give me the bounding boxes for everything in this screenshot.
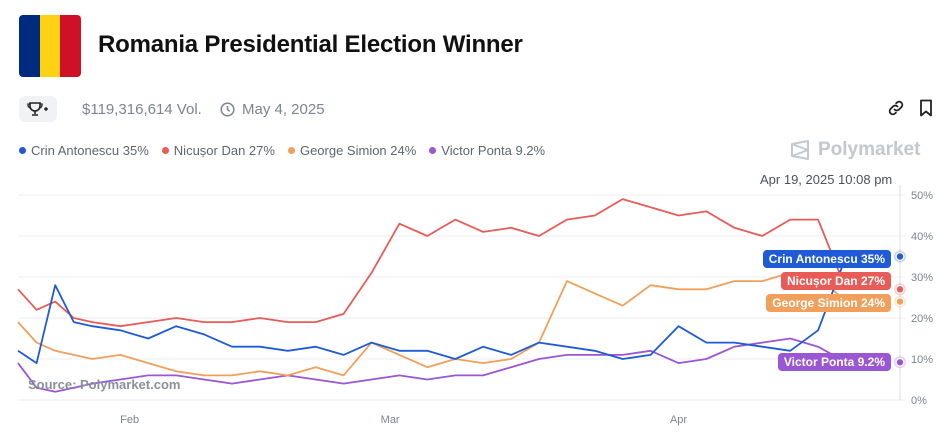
romania-flag	[19, 15, 81, 77]
flag-stripe-blue	[19, 15, 40, 77]
end-label-crin-antonescu: Crin Antonescu 35%	[762, 250, 891, 268]
x-tick-label: Feb	[120, 414, 139, 426]
link-icon[interactable]	[887, 99, 905, 117]
end-marker	[895, 297, 905, 307]
flag-stripe-yellow	[39, 15, 61, 77]
legend-label: Nicușor Dan 27%	[173, 143, 275, 158]
clock-icon	[220, 102, 235, 117]
y-tick-label: 0%	[911, 395, 927, 407]
flag-stripe-red	[60, 15, 81, 77]
hover-timestamp: Apr 19, 2025 10:08 pm	[760, 172, 893, 187]
legend-dot	[161, 147, 169, 154]
end-label-nicu-or-dan: Nicușor Dan 27%	[780, 272, 891, 290]
y-tick-label: 20%	[911, 313, 933, 325]
end-label-victor-ponta: Victor Ponta 9.2%	[777, 353, 891, 371]
series-line-nicu-or-dan	[17, 198, 847, 328]
legend-dot	[287, 147, 295, 154]
end-marker	[895, 284, 905, 294]
legend-label: George Simion 24%	[299, 143, 417, 158]
trophy-icon	[27, 102, 48, 116]
y-tick-label: 10%	[911, 354, 933, 366]
legend-label: Crin Antonescu 35%	[31, 143, 149, 158]
x-tick-label: Mar	[381, 414, 400, 426]
end-date-text: May 4, 2025	[242, 101, 325, 118]
polymarket-logo: Polymarket	[789, 139, 920, 161]
series-line-victor-ponta	[17, 337, 847, 393]
y-tick-label: 40%	[911, 231, 933, 243]
page-title: Romania Presidential Election Winner	[98, 31, 523, 58]
end-marker	[895, 357, 905, 367]
volume-text: $119,316,614 Vol.	[82, 101, 202, 118]
y-tick-label: 50%	[911, 190, 933, 202]
source-text: Source: Polymarket.com	[28, 377, 181, 392]
series-line-crin-antonescu	[17, 256, 847, 365]
bookmark-icon[interactable]	[919, 99, 933, 117]
legend-item-george-simion: George Simion 24%	[287, 143, 417, 158]
series-line-george-simion	[17, 271, 847, 377]
end-label-george-simion: George Simion 24%	[766, 294, 891, 312]
brand-name: Polymarket	[818, 139, 921, 160]
trophy-button[interactable]	[19, 96, 57, 122]
legend-dot	[429, 147, 437, 154]
y-tick-label: 30%	[911, 272, 933, 284]
legend-item-crin-antonescu: Crin Antonescu 35%	[19, 143, 149, 158]
legend-dot	[19, 147, 26, 154]
end-marker	[895, 252, 905, 261]
legend-label: Victor Ponta 9.2%	[441, 143, 546, 158]
legend-item-victor-ponta: Victor Ponta 9.2%	[429, 143, 545, 158]
x-tick-label: Apr	[670, 414, 687, 426]
legend-item-nicusor-dan: Nicușor Dan 27%	[161, 143, 275, 158]
polymarket-mark-icon	[791, 140, 809, 160]
chart-legend: Crin Antonescu 35% Nicușor Dan 27% Georg…	[19, 143, 545, 158]
